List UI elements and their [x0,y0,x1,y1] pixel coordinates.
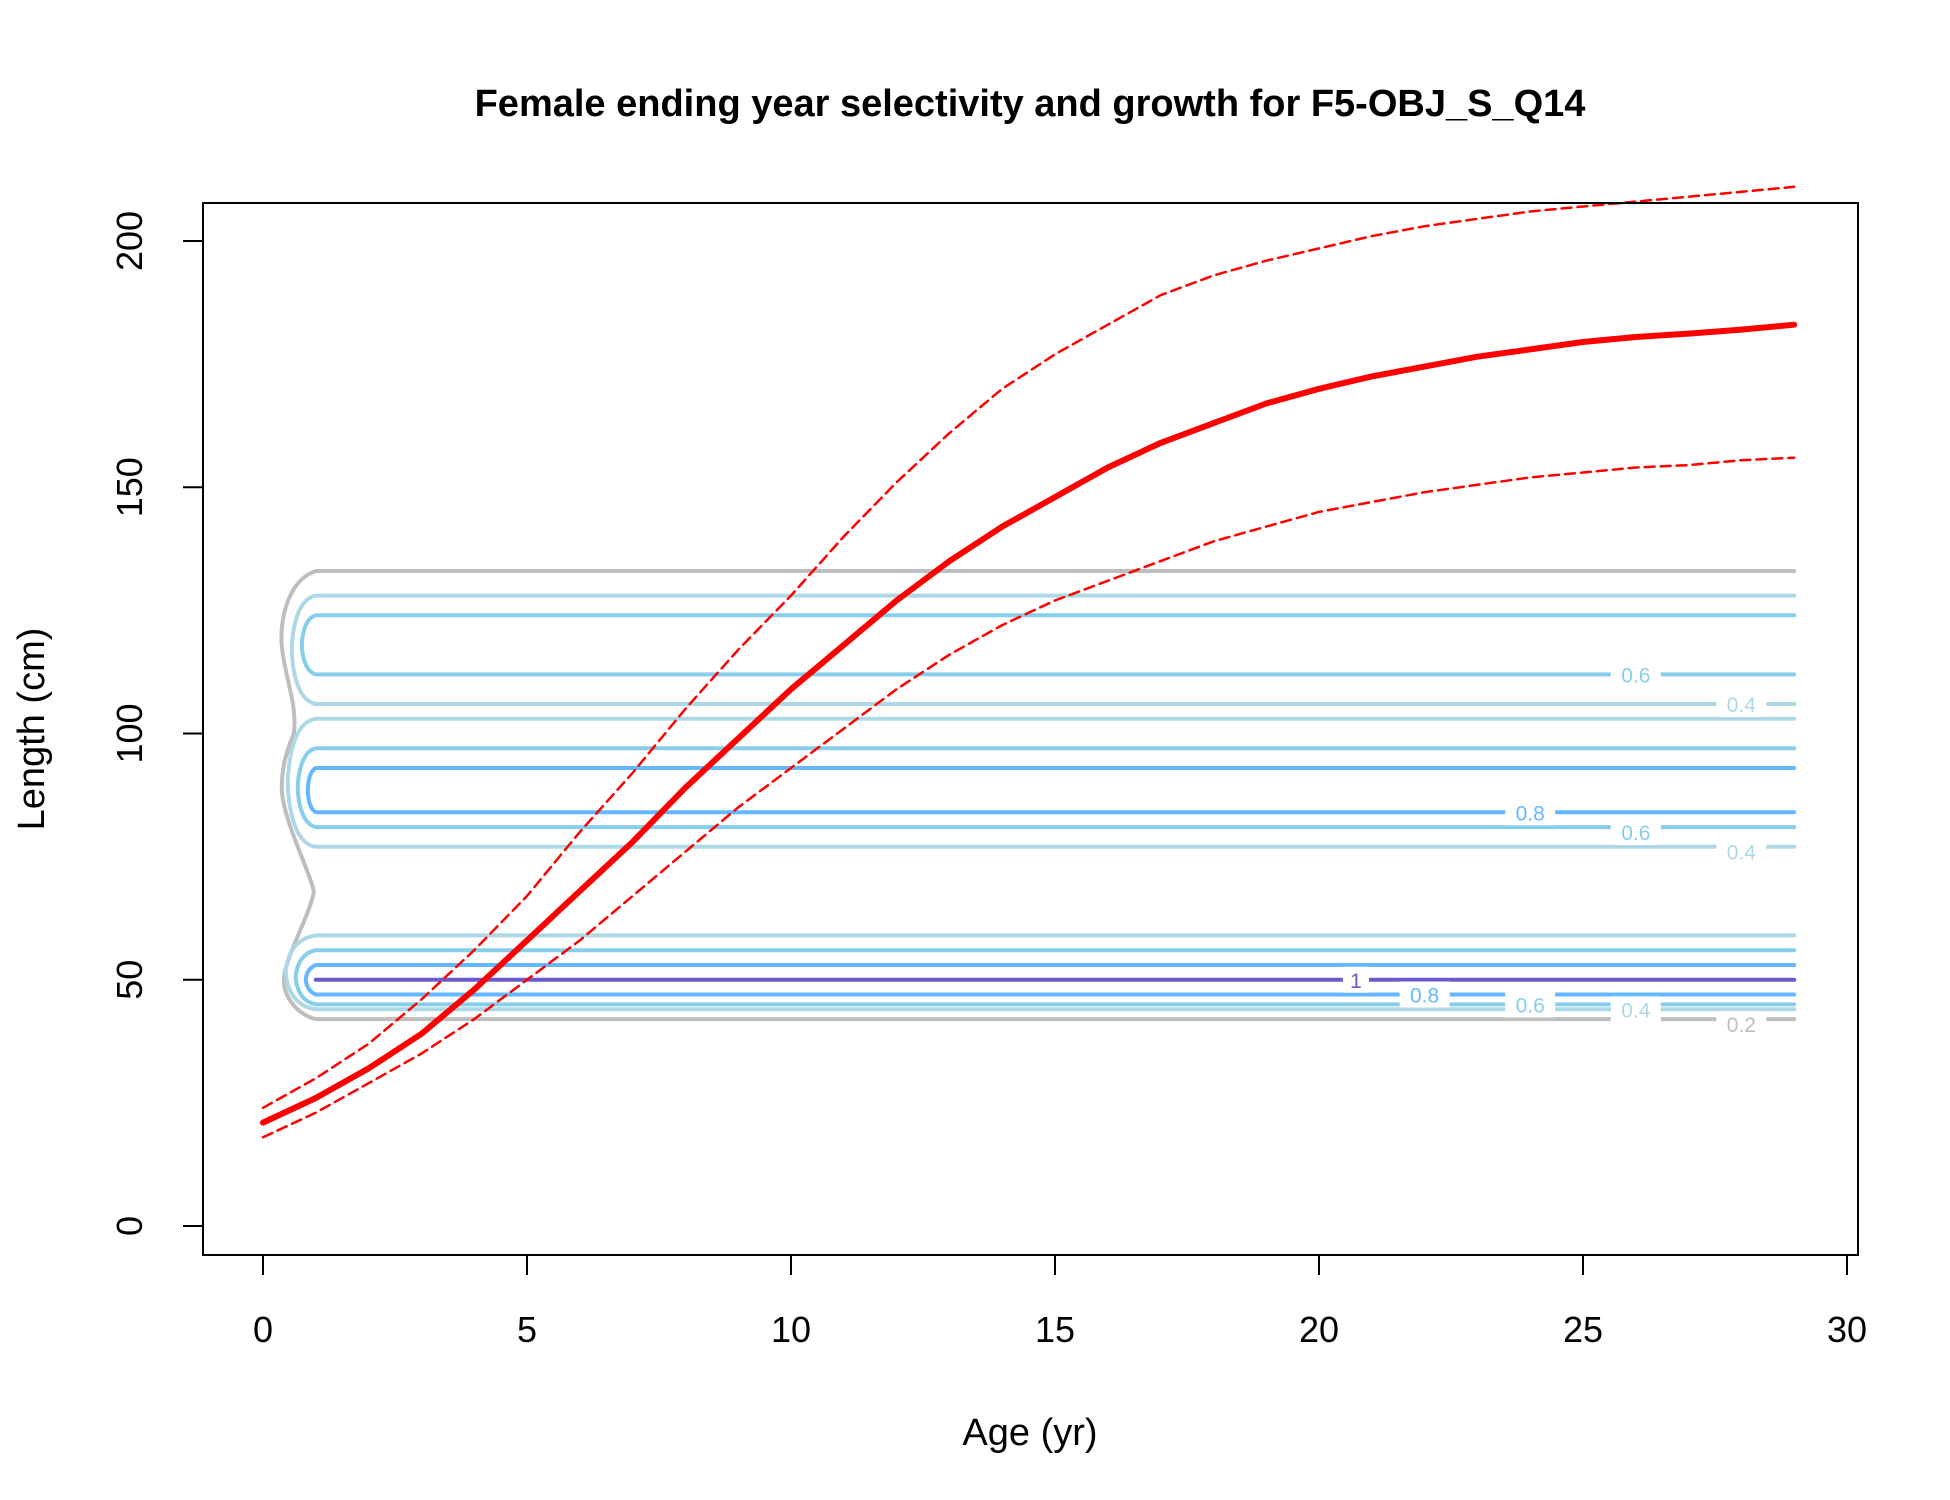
y-tick-label: 100 [109,703,150,763]
growth-ci-line [261,185,1796,1110]
contour-end-arc [293,948,317,1007]
contour-label-knockout [1505,799,1556,826]
y-tick-label: 150 [109,457,150,517]
contour-label-knockout [1716,838,1767,865]
contour-label: 1 [1350,970,1362,993]
contour-label-knockout [1610,996,1661,1023]
contour-label-knockout [1505,991,1556,1018]
contour-label: 0.8 [1410,985,1439,1008]
contour-end-arc [283,933,317,1012]
contour-end-arc [289,593,317,706]
y-tick-label: 0 [109,1216,150,1236]
contour-label: 0.8 [1516,802,1545,825]
growth-mean-line [260,321,1798,1126]
contour-label: 0.4 [1727,842,1757,865]
contour-label-knockout [1610,819,1661,845]
contour-label: 0.6 [1621,664,1650,687]
contour-label: 0.6 [1516,994,1545,1017]
contour-label: 0.4 [1621,999,1651,1022]
x-axis: 0 5 10 15 20 25 30 [253,1254,1867,1350]
x-tick-label: 30 [1827,1309,1867,1350]
x-axis-label: Age (yr) [962,1412,1097,1454]
contour-end-arc [285,716,317,849]
x-tick-label: 5 [517,1309,537,1350]
growth-ci-line [261,456,1796,1139]
x-tick-label: 10 [771,1309,811,1350]
selectivity-contours: 0.2 0.4 0.6 0.8 1 0.6 0.4 0.8 0.6 0.4 [279,568,1797,1038]
contour-label-knockout [1716,1011,1767,1038]
contour-end-arc [295,746,317,830]
growth-curves [260,185,1798,1139]
y-axis: 0 50 100 150 200 [109,211,204,1236]
plot-frame [202,202,1859,1256]
contour-label: 0.6 [1621,822,1650,845]
y-axis-label: Length (cm) [11,628,53,831]
x-tick-label: 0 [253,1309,273,1350]
contour-end-arc [303,963,317,997]
x-tick-label: 25 [1563,1309,1603,1350]
contour-label-knockout [1399,981,1450,1008]
contour-label-knockout [1716,690,1767,717]
contour-label: 0.2 [1727,1014,1756,1037]
contour-end-arc [299,613,317,677]
y-tick-label: 50 [109,960,150,1000]
x-tick-label: 15 [1035,1309,1075,1350]
contour-label-knockout [1342,966,1369,993]
x-tick-label: 20 [1299,1309,1339,1350]
contour-label-knockout [1610,661,1661,688]
contour-label: 0.4 [1727,694,1757,717]
contour-end-arc [305,766,318,815]
y-tick-label: 200 [109,211,150,271]
chart-title: Female ending year selectivity and growt… [475,83,1586,125]
